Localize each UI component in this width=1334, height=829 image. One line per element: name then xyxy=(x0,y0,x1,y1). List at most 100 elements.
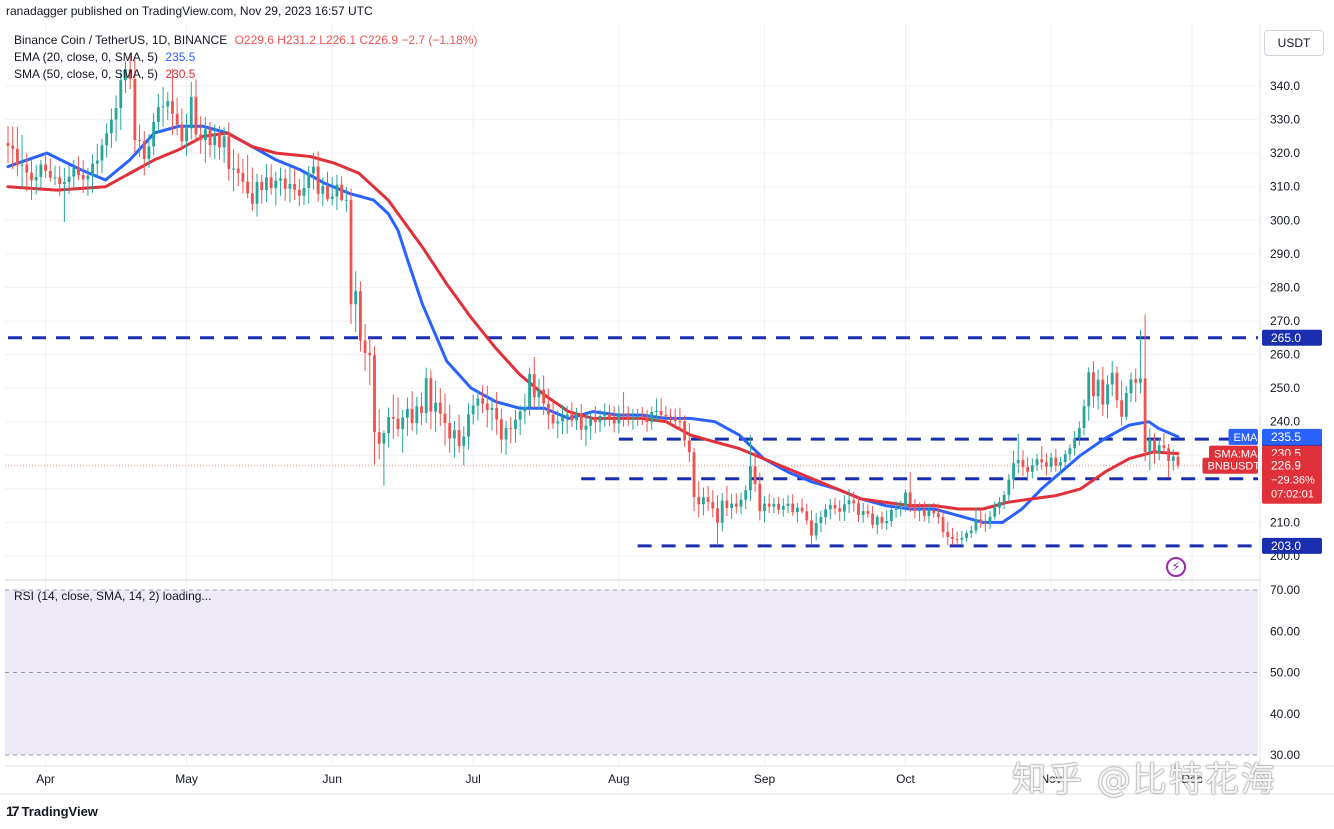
price-tag-name: EMA xyxy=(1234,432,1259,444)
candle-body xyxy=(918,509,921,512)
candle-body xyxy=(946,531,950,537)
candle-body xyxy=(495,407,499,420)
candle-body xyxy=(777,503,781,510)
candle xyxy=(138,124,141,157)
candle xyxy=(791,494,795,516)
candle-body xyxy=(683,421,687,441)
candle xyxy=(485,385,489,428)
candle-body xyxy=(626,415,630,421)
candle-body xyxy=(142,141,146,159)
candle-body xyxy=(645,418,649,423)
candle-body xyxy=(697,496,701,505)
candle-body xyxy=(542,389,546,404)
candle-body xyxy=(128,69,132,79)
candle-body xyxy=(570,414,574,421)
candle xyxy=(687,423,691,462)
candle-body xyxy=(349,199,353,305)
candle-body xyxy=(316,166,320,194)
tradingview-logo[interactable]: 17 TradingView xyxy=(6,803,98,819)
candle xyxy=(655,398,658,422)
candle xyxy=(608,404,611,427)
candle xyxy=(697,481,701,518)
candle-body xyxy=(551,414,555,424)
candle-body xyxy=(885,521,889,524)
candle-body xyxy=(842,504,846,512)
candle-body xyxy=(405,408,409,418)
time-axis: Apr May Jun Jul Aug Sep Oct Nov Dec xyxy=(0,765,1334,795)
candle-body xyxy=(805,511,809,521)
candle xyxy=(528,367,531,416)
candle xyxy=(781,498,785,517)
candle-body xyxy=(828,504,832,510)
candle xyxy=(889,504,893,527)
candle xyxy=(1082,399,1086,436)
candle xyxy=(1059,456,1062,474)
legend-ema-row[interactable]: EMA (20, close, 0, SMA, 5) 235.5 xyxy=(14,50,195,64)
price-tick-label: 290.0 xyxy=(1270,247,1300,261)
candle-body xyxy=(1012,463,1015,480)
rsi-tick-label: 30.00 xyxy=(1270,748,1300,762)
candle-body xyxy=(706,497,710,502)
candle xyxy=(396,397,400,437)
candle-body xyxy=(993,507,997,517)
candle-body xyxy=(711,501,715,509)
price-tick-label: 320.0 xyxy=(1270,146,1300,160)
candle-body xyxy=(514,419,517,430)
candle-body xyxy=(1124,393,1128,417)
candle xyxy=(814,513,818,541)
candle-body xyxy=(326,186,329,200)
candle xyxy=(208,121,212,158)
candle xyxy=(946,521,950,546)
candle-body xyxy=(974,519,978,531)
candle xyxy=(617,405,621,434)
candle xyxy=(67,165,71,195)
candle-body xyxy=(1171,456,1175,461)
candle xyxy=(1045,453,1048,476)
candle xyxy=(203,116,207,163)
legend-ohlc: O229.6 H231.2 L226.1 C226.9 −2.7 (−1.18%… xyxy=(234,33,478,47)
rsi-tick-label: 50.00 xyxy=(1270,666,1300,680)
candle xyxy=(307,166,311,204)
lightning-icon[interactable]: ⚡ xyxy=(1166,557,1186,577)
candle xyxy=(185,113,188,156)
candle-body xyxy=(274,180,278,189)
candle-body xyxy=(105,133,109,146)
candle xyxy=(34,164,38,195)
currency-button[interactable]: USDT xyxy=(1264,30,1324,56)
time-tick-label: May xyxy=(175,772,198,786)
legend-sma-row[interactable]: SMA (50, close, 0, SMA, 5) 230.5 xyxy=(14,67,195,81)
candle-body xyxy=(208,129,212,146)
candle xyxy=(730,493,734,519)
candle-body xyxy=(795,507,799,513)
candle xyxy=(589,411,593,440)
candle xyxy=(1162,433,1166,454)
candle xyxy=(824,504,827,525)
candle-body xyxy=(67,176,71,183)
candle-body xyxy=(241,172,245,182)
candle-body xyxy=(983,522,987,525)
candle-body xyxy=(81,174,85,180)
candle xyxy=(593,406,597,434)
candle xyxy=(969,525,973,538)
candle xyxy=(349,188,353,325)
candle-body xyxy=(1106,384,1109,405)
candle-body xyxy=(1035,459,1039,466)
candle xyxy=(1077,421,1081,446)
tradingview-name: TradingView xyxy=(21,803,98,819)
candle xyxy=(236,153,240,187)
candle-body xyxy=(1082,406,1086,429)
candle-body xyxy=(537,389,541,398)
candle-body xyxy=(744,490,748,500)
candle xyxy=(368,338,372,386)
candle xyxy=(650,406,654,430)
candle-body xyxy=(490,407,494,410)
candle xyxy=(297,178,301,207)
candle xyxy=(109,108,113,148)
candle-body xyxy=(659,410,663,415)
legend-symbol: Binance Coin / TetherUS, 1D, BINANCE xyxy=(14,33,228,47)
candle-body xyxy=(175,113,179,125)
candle-body xyxy=(631,417,635,421)
candle-body xyxy=(330,196,334,200)
candle xyxy=(1049,452,1053,473)
